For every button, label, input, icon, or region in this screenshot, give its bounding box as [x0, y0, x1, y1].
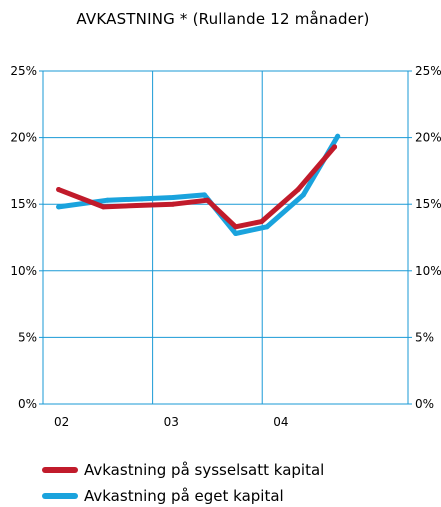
y-tick-label-left: 25% — [10, 64, 37, 78]
series-line — [56, 144, 338, 230]
data-point — [332, 144, 338, 150]
data-point — [300, 192, 306, 198]
y-tick-label-right: 15% — [415, 197, 441, 211]
y-tick-label-left: 5% — [18, 330, 37, 344]
y-tick-label-right: 25% — [415, 64, 441, 78]
data-point — [170, 201, 176, 207]
chart-title: AVKASTNING * (Rullande 12 månader) — [76, 10, 369, 28]
x-tick-label: 03 — [164, 415, 179, 429]
legend: Avkastning på sysselsatt kapital Avkastni… — [42, 461, 324, 505]
data-point — [295, 187, 301, 193]
data-point — [56, 204, 62, 210]
y-tick-label-left: 10% — [10, 264, 37, 278]
data-point — [259, 219, 265, 225]
grid — [39, 70, 412, 405]
legend-label: Avkastning på sysselsatt kapital — [84, 461, 324, 479]
data-point — [264, 224, 270, 230]
data-point — [233, 224, 239, 230]
y-axis-right: 0% 5% 10% 15% 20% 25% — [415, 64, 441, 411]
data-point — [335, 133, 341, 139]
series-lines — [56, 133, 341, 237]
data-point — [139, 196, 145, 202]
x-axis: 02 03 04 — [54, 415, 289, 429]
data-point — [233, 231, 239, 237]
y-tick-label-left: 0% — [18, 397, 37, 411]
data-point — [56, 187, 62, 193]
y-tick-label-right: 0% — [415, 397, 434, 411]
y-tick-label-right: 10% — [415, 264, 441, 278]
y-tick-label-left: 15% — [10, 197, 37, 211]
series-line — [56, 133, 341, 237]
y-tick-label-right: 20% — [415, 131, 441, 145]
y-axis-left: 0% 5% 10% 15% 20% 25% — [10, 64, 37, 411]
y-tick-label-left: 20% — [10, 131, 37, 145]
y-tick-label-right: 5% — [415, 330, 434, 344]
x-tick-label: 04 — [273, 415, 288, 429]
data-point — [205, 197, 211, 203]
data-point — [105, 197, 111, 203]
data-point — [100, 204, 106, 210]
x-tick-label: 02 — [54, 415, 69, 429]
data-point — [134, 203, 140, 209]
data-point — [170, 195, 176, 201]
data-point — [201, 192, 207, 198]
legend-label: Avkastning på eget kapital — [84, 487, 284, 505]
